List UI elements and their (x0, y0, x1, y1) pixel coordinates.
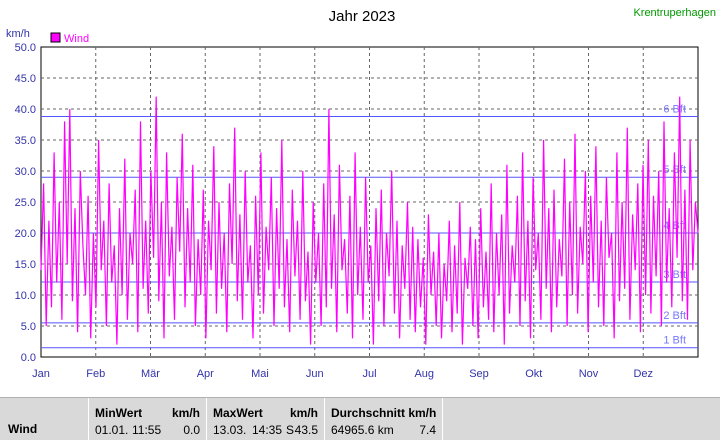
avg-distance: 64965.6 km (331, 423, 394, 437)
y-tick-label: 40.0 (15, 104, 36, 116)
legend-label: Wind (64, 33, 89, 45)
x-tick-label: Okt (525, 368, 542, 380)
x-tick-label: Jul (362, 368, 376, 380)
y-tick-label: 15.0 (15, 259, 36, 271)
max-cell: MaxWert km/h 13.03. 14:35 S 43.5 (206, 398, 324, 440)
bft-label: 4 Bft (663, 220, 686, 232)
x-tick-labels: Jan Feb Mär Apr Mai Jun Jul Aug Sep Okt Nov Dez (32, 368, 653, 380)
min-date: 01.01. (95, 423, 129, 437)
legend-swatch (50, 32, 61, 43)
y-tick-label: 30.0 (15, 166, 36, 178)
legend: Wind (50, 32, 89, 45)
min-unit: km/h (171, 406, 200, 420)
max-unit: km/h (289, 406, 318, 420)
x-tick-label: Feb (86, 368, 105, 380)
x-tick-label: Jun (306, 368, 324, 380)
series-line-wind (40, 96, 699, 345)
chart-title: Jahr 2023 (329, 8, 396, 25)
x-tick-label: Apr (197, 368, 214, 380)
min-time: 11:55 (132, 423, 162, 437)
bft-label: 3 Bft (663, 269, 686, 281)
y-tick-label: 20.0 (15, 228, 36, 240)
bft-label: 6 Bft (663, 103, 686, 115)
avg-value: 7.4 (419, 423, 436, 437)
x-tick-label: Sep (469, 368, 489, 380)
avg-header: Durchschnitt km/h (331, 406, 437, 420)
x-tick-label: Mär (141, 368, 160, 380)
max-header: MaxWert (213, 406, 263, 420)
statistics-panel: Wind MinWert km/h 01.01. 11:55 0.0 MaxWe… (0, 397, 720, 440)
min-value: 0.0 (183, 423, 200, 437)
x-tick-label: Aug (414, 368, 434, 380)
min-cell: MinWert km/h 01.01. 11:55 0.0 (88, 398, 206, 440)
wind-chart: Jahr 2023 Krentruperhagen km/h Wind 6 Bf… (6, 7, 716, 380)
station-name: Krentruperhagen (633, 7, 716, 19)
max-value: 43.5 (294, 423, 318, 437)
y-tick-label: 50.0 (15, 42, 36, 54)
y-tick-label: 0.0 (21, 352, 36, 364)
y-tick-label: 45.0 (15, 73, 36, 85)
y-tick-label: 5.0 (21, 321, 36, 333)
x-tick-label: Mai (251, 368, 269, 380)
y-tick-labels: 0.0 5.0 10.0 15.0 20.0 25.0 30.0 35.0 40.0 45.0 50… (15, 42, 36, 364)
max-date: 13.03. (213, 423, 247, 437)
y-axis-unit: km/h (6, 28, 30, 40)
bft-label: 2 Bft (663, 310, 686, 322)
y-tick-label: 25.0 (15, 197, 36, 209)
y-tick-label: 10.0 (15, 290, 36, 302)
x-tick-label: Dez (633, 368, 653, 380)
stats-row-label: Wind (8, 422, 38, 436)
max-time: 14:35 (252, 423, 283, 437)
x-tick-label: Jan (32, 368, 50, 380)
x-tick-label: Nov (579, 368, 599, 380)
max-dir: S (286, 423, 295, 437)
series-wind (40, 96, 699, 345)
y-tick-label: 35.0 (15, 135, 36, 147)
bft-label: 1 Bft (663, 335, 686, 347)
min-header: MinWert (95, 406, 143, 420)
avg-cell: Durchschnitt km/h 64965.6 km 7.4 (324, 398, 443, 440)
